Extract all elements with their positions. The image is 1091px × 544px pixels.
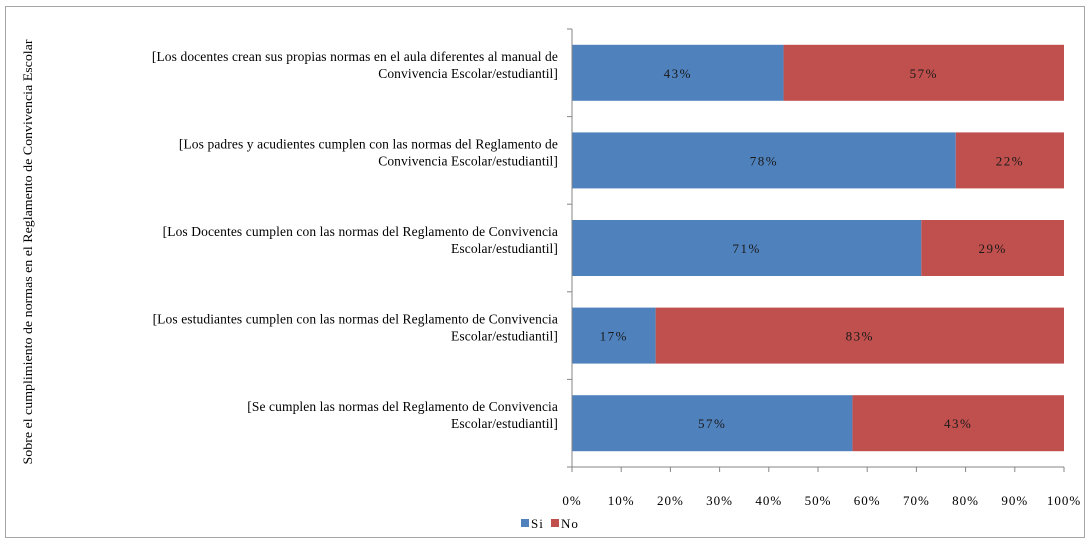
data-label: 57%: [698, 416, 726, 431]
legend-label: No: [561, 516, 579, 531]
category-label: [Los estudiantes cumplen con las normas …: [153, 312, 558, 344]
x-tick-label: 100%: [1047, 493, 1081, 508]
bar-no: [955, 132, 1064, 189]
bar-si: [572, 44, 784, 101]
data-label: 43%: [944, 416, 972, 431]
x-tick-label: 10%: [608, 493, 635, 508]
bar-no: [852, 395, 1064, 452]
bar-si: [572, 220, 922, 276]
x-tick-label: 90%: [1001, 493, 1028, 508]
bar-no: [783, 44, 1064, 101]
category-label-line: [Los estudiantes cumplen con las normas …: [153, 312, 558, 327]
legend-swatch-si: [521, 519, 529, 527]
bar-no: [655, 307, 1064, 364]
x-tick-label: 40%: [755, 493, 782, 508]
category-label-line: Convivencia Escolar/estudiantil]: [378, 66, 558, 81]
legend-swatch-no: [551, 519, 559, 527]
x-tick-label: 30%: [706, 493, 733, 508]
data-label: 29%: [978, 241, 1006, 256]
x-tick-label: 0%: [562, 493, 581, 508]
category-label-line: Escolar/estudiantil]: [451, 241, 558, 256]
category-label: [Los padres y acudientes cumplen con las…: [179, 136, 558, 168]
category-label-line: Escolar/estudiantil]: [451, 416, 558, 431]
y-axis-title: Sobre el cumplimiento de normas en el Re…: [20, 39, 35, 465]
category-label-line: [Los Docentes cumplen con las normas del…: [163, 224, 558, 239]
data-label: 17%: [600, 329, 628, 344]
stacked-bar-chart: Sobre el cumplimiento de normas en el Re…: [20, 28, 1081, 531]
category-label-line: Escolar/estudiantil]: [451, 329, 558, 344]
legend-label: Si: [531, 516, 544, 531]
x-tick-label: 20%: [657, 493, 684, 508]
chart-area: Sobre el cumplimiento de normas en el Re…: [5, 6, 1085, 538]
data-label: 57%: [910, 66, 938, 81]
x-tick-label: 50%: [805, 493, 832, 508]
category-label-line: Convivencia Escolar/estudiantil]: [378, 153, 558, 168]
data-label: 43%: [664, 66, 692, 81]
bar-no: [921, 220, 1064, 276]
x-tick-label: 70%: [903, 493, 930, 508]
data-label: 78%: [750, 153, 778, 168]
bar-si: [572, 307, 656, 364]
category-label-line: [Se cumplen las normas del Reglamento de…: [247, 399, 558, 414]
x-tick-label: 80%: [952, 493, 979, 508]
data-label: 83%: [846, 329, 874, 344]
data-label: 71%: [732, 241, 760, 256]
category-label-line: [Los docentes crean sus propias normas e…: [152, 49, 558, 64]
category-label: [Se cumplen las normas del Reglamento de…: [247, 399, 558, 431]
bar-si: [572, 395, 853, 452]
category-label: [Los Docentes cumplen con las normas del…: [163, 224, 558, 256]
bar-si: [572, 132, 956, 189]
category-label-line: [Los padres y acudientes cumplen con las…: [179, 136, 558, 151]
category-label: [Los docentes crean sus propias normas e…: [152, 49, 558, 81]
data-label: 22%: [996, 153, 1024, 168]
x-tick-label: 60%: [854, 493, 881, 508]
